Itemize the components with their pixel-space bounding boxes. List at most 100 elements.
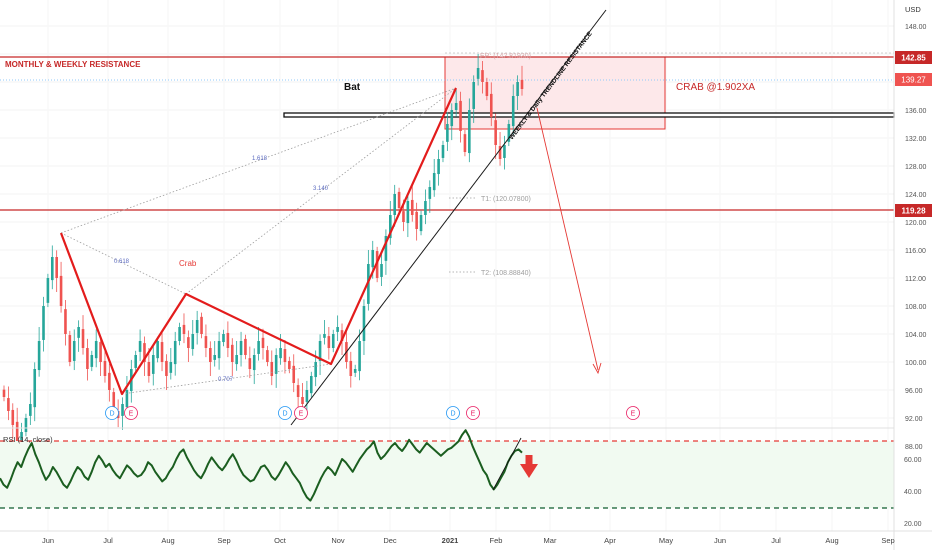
candle-body: [173, 341, 177, 365]
candle-body: [292, 365, 296, 383]
candle-body: [217, 341, 221, 359]
candle-body: [244, 338, 247, 355]
projection-arrow-head: [592, 362, 602, 375]
candle-body: [239, 341, 243, 355]
price-tick: 88.00: [905, 444, 923, 451]
candle-body: [274, 355, 278, 374]
candle-body: [156, 341, 159, 359]
candle-body: [494, 120, 497, 145]
fib-lines: [60, 87, 475, 395]
candle-body: [441, 145, 445, 158]
candle-body: [230, 344, 234, 362]
time-tick: Jun: [42, 536, 54, 545]
bat-label: Bat: [344, 82, 361, 93]
price-tick: 116.00: [905, 248, 926, 255]
time-tick: May: [659, 536, 673, 545]
candle-body: [472, 82, 476, 109]
candle-body: [511, 96, 515, 127]
time-tick: Aug: [161, 536, 174, 545]
candle-body: [165, 360, 168, 376]
ratio-0707: 0.707: [218, 377, 234, 383]
time-tick: Sep: [217, 536, 230, 545]
candle-body: [191, 334, 195, 350]
candle-body: [503, 145, 506, 158]
price-tag-top: 142.85: [901, 54, 926, 63]
price-tick: 120.00: [905, 220, 927, 227]
candle-body: [112, 392, 116, 411]
crab-label: Crab: [179, 259, 197, 268]
candle-body: [432, 173, 436, 191]
price-tick: 132.00: [905, 136, 927, 143]
price-tick: 112.00: [905, 276, 926, 283]
candle-body: [323, 334, 326, 338]
time-tick: Jul: [771, 536, 781, 545]
candle-body: [187, 337, 190, 348]
currency-label: USD: [905, 5, 921, 14]
candle-body: [29, 404, 32, 416]
candle-body: [301, 397, 304, 404]
candle-body: [516, 82, 519, 96]
candle-body: [450, 110, 454, 127]
ratio-3140: 3.140: [313, 186, 329, 192]
candle-body: [55, 257, 58, 278]
top-faint-label: EP: (142.81930): [480, 53, 531, 60]
event-d-1: D: [109, 411, 114, 418]
candle-body: [288, 360, 291, 369]
rsi-tick-40: 40.00: [904, 489, 922, 496]
price-tick: 128.00: [905, 164, 927, 171]
candle-body: [393, 194, 396, 215]
event-d-2: D: [282, 411, 287, 418]
time-tick: Jun: [714, 536, 726, 545]
price-tick: 124.00: [905, 192, 927, 199]
candle-body: [331, 334, 335, 348]
price-tick: 100.00: [905, 360, 927, 367]
candle-body: [459, 100, 462, 131]
price-axis[interactable]: 148.00144.00140.00136.00132.00128.00124.…: [905, 24, 927, 451]
time-tick: Aug: [825, 536, 838, 545]
candle-body: [336, 327, 339, 332]
candle-body: [362, 306, 366, 341]
candle-body: [270, 362, 274, 376]
time-tick: Sep: [881, 536, 894, 545]
time-tick: Oct: [274, 536, 287, 545]
trendline[interactable]: [290, 9, 607, 426]
resistance-label: MONTHLY & WEEKLY RESISTANCE: [5, 60, 141, 69]
candle-body: [77, 327, 80, 338]
candle-body: [108, 372, 111, 390]
time-axis[interactable]: Jun Jul Aug Sep Oct Nov Dec 2021 Feb Mar Apr May Jun…: [42, 536, 895, 545]
candle-body: [90, 355, 94, 367]
event-d-3: D: [450, 411, 455, 418]
candle-body: [296, 385, 300, 397]
candle-body: [213, 355, 217, 360]
candle-body: [15, 421, 19, 446]
candle-body: [380, 264, 383, 277]
candle-body: [389, 215, 392, 239]
candle-body: [314, 362, 317, 378]
t2-label: T2: (108.88840): [481, 270, 531, 277]
candle-body: [42, 306, 45, 340]
candle-body: [410, 199, 414, 215]
candle-body: [349, 360, 353, 376]
event-e-1: E: [129, 411, 134, 418]
candle-body: [222, 334, 225, 343]
candle-body: [454, 103, 458, 110]
candle-body: [7, 398, 10, 411]
candle-body: [94, 341, 98, 359]
rsi-tick-60: 60.00: [904, 457, 922, 464]
time-tick: Jul: [103, 536, 113, 545]
candle-body: [64, 309, 67, 334]
candle-body: [125, 390, 129, 408]
candle-body: [318, 341, 322, 361]
candle-body: [235, 355, 238, 365]
rsi-band: [0, 441, 894, 508]
t1-label: T1: (120.07800): [481, 196, 531, 203]
candle-body: [182, 324, 186, 334]
candle-body: [160, 342, 164, 362]
candle-body: [46, 278, 50, 303]
price-tick: 92.00: [905, 416, 923, 423]
price-tick: 108.00: [905, 304, 927, 311]
harmonic-pattern: [59, 87, 458, 396]
event-markers: D E D E D E E: [105, 406, 640, 420]
candle-body: [248, 358, 252, 369]
